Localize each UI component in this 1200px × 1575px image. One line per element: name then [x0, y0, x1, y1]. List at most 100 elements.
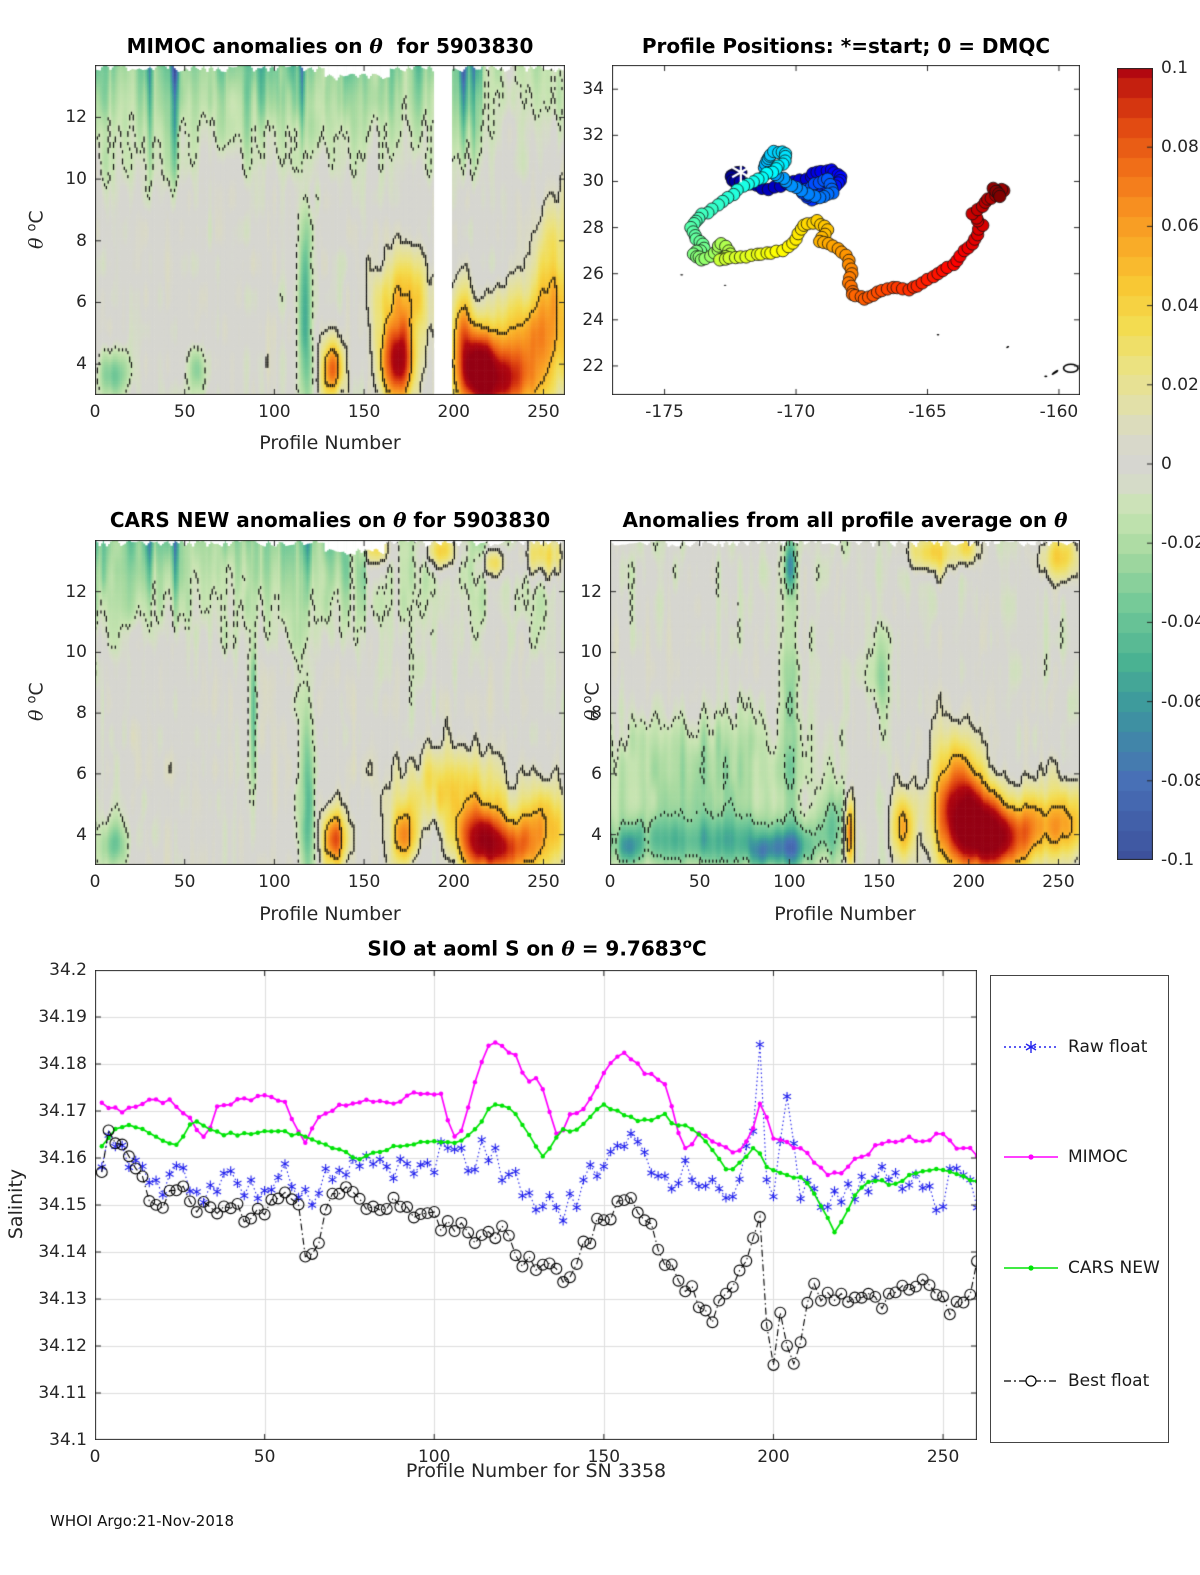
sio-x-tick-label: 200 — [757, 1447, 790, 1467]
mimoc-xlabel: Profile Number — [259, 432, 401, 454]
x-tick-label: 200 — [437, 872, 470, 892]
legend-label: Best float — [1068, 1371, 1150, 1391]
sio-y-tick-label: 34.15 — [38, 1195, 87, 1215]
legend-label: CARS NEW — [1068, 1258, 1160, 1278]
x-tick-label: 100 — [258, 872, 291, 892]
allavg-title: Anomalies from all profile average on θ — [622, 508, 1068, 532]
mimoc-legend-icon — [1004, 1154, 1058, 1160]
x-tick-label: 150 — [862, 872, 896, 892]
colorbar-tick-label: 0.08 — [1161, 137, 1199, 158]
sio-y-tick-label: 34.16 — [38, 1148, 87, 1168]
x-tick-label: 150 — [347, 402, 381, 422]
map-y-tick-label: 28 — [582, 217, 604, 238]
y-tick-label: 10 — [580, 642, 602, 663]
colorbar-tick-label: -0.06 — [1161, 691, 1200, 712]
y-tick-label: 10 — [65, 169, 87, 190]
legend-box: Raw float MIMOC CARS NEW Best float — [990, 975, 1169, 1443]
colorbar-canvas — [1117, 68, 1153, 860]
mimoc-anomaly-heatmap-canvas — [95, 65, 565, 395]
legend-item-raw-float: Raw float — [1003, 1037, 1147, 1057]
legend-item-mimoc: MIMOC — [1003, 1147, 1128, 1167]
legend-item-cars-new: CARS NEW — [1003, 1258, 1160, 1278]
sio-y-tick-label: 34.1 — [49, 1430, 87, 1450]
colorbar-tick-label: 0.04 — [1161, 295, 1199, 316]
sio-y-tick-label: 34.13 — [38, 1289, 87, 1309]
x-tick-label: 250 — [527, 872, 560, 892]
x-tick-label: 0 — [89, 872, 101, 892]
map-y-tick-label: 32 — [582, 125, 604, 146]
y-tick-label: 6 — [591, 763, 602, 784]
colorbar-tick-label: -0.1 — [1161, 850, 1195, 870]
raw-float-legend-icon — [1004, 1041, 1058, 1053]
y-tick-label: 4 — [591, 824, 602, 845]
y-tick-label: 12 — [65, 107, 87, 128]
sio-title: SIO at aoml S on θ = 9.7683oC — [367, 936, 707, 961]
x-tick-label: 0 — [89, 402, 101, 422]
best-float-legend-icon — [1004, 1375, 1058, 1387]
map-title: Profile Positions: *=start; 0 = DMQC — [641, 34, 1051, 58]
x-tick-label: 50 — [688, 872, 711, 892]
sio-x-tick-label: 100 — [417, 1447, 451, 1467]
x-tick-label: 0 — [604, 872, 616, 892]
x-tick-label: 150 — [347, 872, 381, 892]
legend-label: MIMOC — [1068, 1147, 1128, 1167]
profile-positions-map-canvas — [612, 65, 1080, 395]
y-tick-label: 8 — [76, 703, 87, 724]
legend-item-best-float: Best float — [1003, 1371, 1149, 1391]
y-tick-label: 12 — [65, 581, 87, 602]
x-tick-label: 200 — [437, 402, 470, 422]
sio-y-tick-label: 34.18 — [38, 1054, 87, 1074]
map-y-tick-label: 24 — [582, 309, 604, 330]
cars-anomaly-heatmap-canvas — [95, 540, 565, 865]
y-tick-label: 12 — [580, 581, 602, 602]
x-tick-label: 100 — [773, 872, 806, 892]
sio-y-tick-label: 34.2 — [49, 960, 87, 980]
sio-ylabel: Salinity — [5, 1168, 27, 1240]
y-tick-label: 10 — [65, 642, 87, 663]
x-tick-label: 250 — [527, 402, 560, 422]
map-y-tick-label: 30 — [582, 171, 604, 192]
map-x-tick-label: -170 — [776, 402, 816, 422]
sio-y-tick-label: 34.19 — [38, 1007, 87, 1027]
map-x-tick-label: -160 — [1039, 402, 1079, 422]
colorbar-tick-label: -0.04 — [1161, 612, 1200, 633]
sio-xlabel: Profile Number for SN 3358 — [405, 1460, 667, 1482]
y-tick-label: 6 — [76, 763, 87, 784]
colorbar-tick-label: 0.1 — [1161, 58, 1189, 78]
colorbar-tick-label: 0.02 — [1161, 374, 1199, 395]
map-y-tick-label: 26 — [582, 263, 604, 284]
salinity-timeseries-canvas — [95, 970, 977, 1440]
sio-x-tick-label: 0 — [89, 1447, 101, 1467]
sio-x-tick-label: 250 — [926, 1447, 960, 1467]
y-tick-label: 4 — [76, 354, 87, 375]
map-y-tick-label: 34 — [582, 79, 604, 100]
sio-y-tick-label: 34.14 — [38, 1242, 87, 1262]
x-tick-label: 50 — [173, 872, 196, 892]
x-tick-label: 250 — [1042, 872, 1075, 892]
legend-label: Raw float — [1068, 1037, 1148, 1057]
y-tick-label: 6 — [76, 292, 87, 313]
allavg-xlabel: Profile Number — [774, 903, 916, 925]
y-tick-label: 8 — [76, 230, 87, 251]
mimoc-title: MIMOC anomalies on θ for 5903830 — [126, 34, 534, 58]
footer-stamp: WHOI Argo:21-Nov-2018 — [50, 1512, 234, 1530]
colorbar-tick-label: -0.02 — [1161, 533, 1200, 554]
x-tick-label: 200 — [952, 872, 985, 892]
cars-ylabel: θ oC — [24, 682, 48, 722]
mimoc-ylabel: θ oC — [24, 210, 48, 250]
allavg-anomaly-heatmap-canvas — [610, 540, 1080, 865]
colorbar-tick-label: -0.08 — [1161, 770, 1200, 791]
cars-xlabel: Profile Number — [259, 903, 401, 925]
cars-new-legend-icon — [1004, 1265, 1058, 1271]
map-x-tick-label: -165 — [908, 402, 947, 422]
cars-title: CARS NEW anomalies on θ for 5903830 — [109, 508, 551, 532]
colorbar-tick-label: 0.06 — [1161, 216, 1199, 237]
sio-y-tick-label: 34.11 — [38, 1383, 87, 1403]
sio-y-tick-label: 34.12 — [38, 1336, 87, 1356]
y-tick-label: 4 — [76, 824, 87, 845]
x-tick-label: 100 — [258, 402, 291, 422]
x-tick-label: 50 — [173, 402, 196, 422]
sio-x-tick-label: 150 — [587, 1447, 621, 1467]
map-x-tick-label: -175 — [645, 402, 684, 422]
